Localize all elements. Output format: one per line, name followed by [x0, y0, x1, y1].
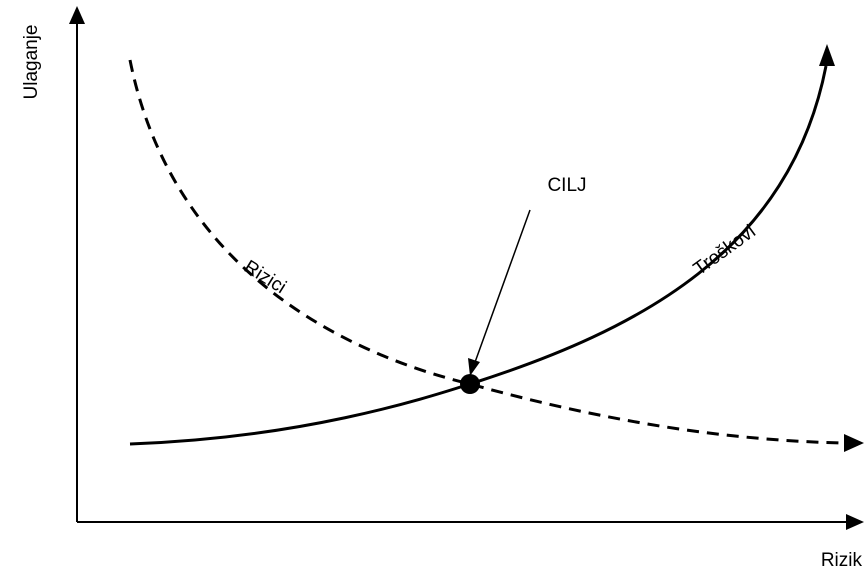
x-axis-label: Rizik	[821, 550, 863, 571]
costs-curve-arrowhead	[819, 44, 835, 66]
x-axis-arrowhead	[846, 514, 864, 530]
y-axis-label: Ulaganje	[21, 25, 42, 100]
target-pointer-arrowhead	[468, 358, 480, 376]
risks-curve-label: Rizici	[240, 256, 290, 298]
target-label: CILJ	[547, 175, 586, 196]
costs-curve	[129, 65, 828, 446]
costs-curve-label: Troškovi	[690, 221, 760, 280]
y-axis-arrowhead	[69, 6, 85, 24]
target-pointer-line	[473, 209, 531, 366]
target-point	[460, 374, 480, 394]
risks-curve-arrowhead	[844, 434, 864, 452]
risks-curve	[128, 59, 843, 445]
